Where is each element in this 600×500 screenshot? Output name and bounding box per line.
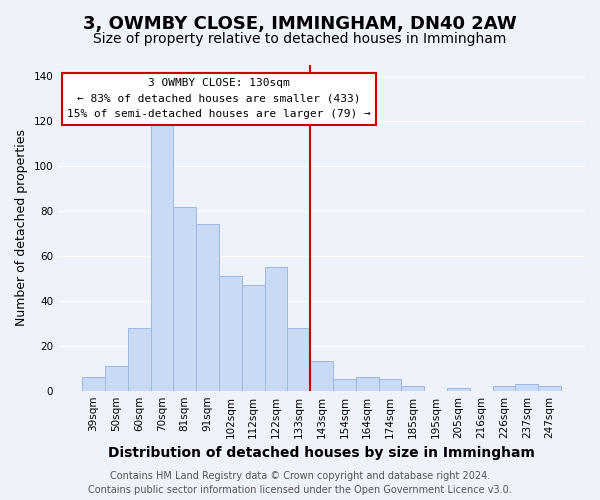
Bar [196, 224, 219, 390]
Bar [333, 380, 356, 390]
Bar [105, 366, 128, 390]
Text: 3, OWMBY CLOSE, IMMINGHAM, DN40 2AW: 3, OWMBY CLOSE, IMMINGHAM, DN40 2AW [83, 15, 517, 33]
Bar [265, 267, 287, 390]
Bar [401, 386, 424, 390]
Bar [379, 380, 401, 390]
Bar [82, 377, 105, 390]
Bar [128, 328, 151, 390]
Text: Contains HM Land Registry data © Crown copyright and database right 2024.
Contai: Contains HM Land Registry data © Crown c… [88, 471, 512, 495]
Bar [447, 388, 470, 390]
Text: Size of property relative to detached houses in Immingham: Size of property relative to detached ho… [94, 32, 506, 46]
Bar [287, 328, 310, 390]
Bar [310, 362, 333, 390]
Bar [173, 206, 196, 390]
Y-axis label: Number of detached properties: Number of detached properties [15, 130, 28, 326]
Bar [151, 92, 173, 390]
Bar [515, 384, 538, 390]
X-axis label: Distribution of detached houses by size in Immingham: Distribution of detached houses by size … [108, 446, 535, 460]
Bar [356, 377, 379, 390]
Bar [538, 386, 561, 390]
Bar [493, 386, 515, 390]
Bar [219, 276, 242, 390]
Text: 3 OWMBY CLOSE: 130sqm
← 83% of detached houses are smaller (433)
15% of semi-det: 3 OWMBY CLOSE: 130sqm ← 83% of detached … [67, 78, 371, 120]
Bar [242, 285, 265, 391]
